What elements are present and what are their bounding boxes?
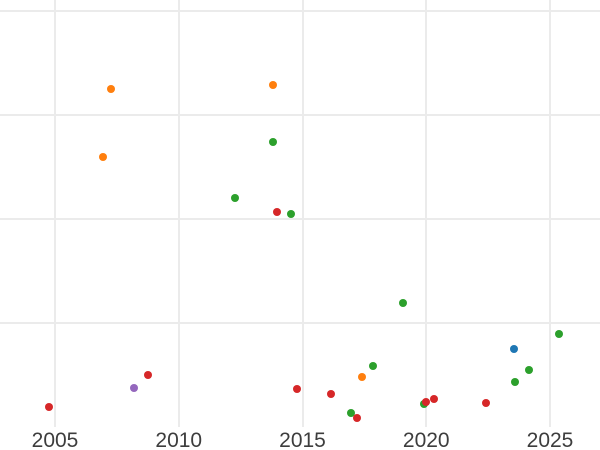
data-point-orange [268,81,277,90]
data-point-orange [357,372,366,381]
x-tick-label: 2025 [526,428,574,450]
x-gridline [301,0,304,427]
x-gridline [177,0,180,427]
data-point-green [286,210,295,219]
y-gridline [0,113,600,116]
x-tick-label: 2020 [402,428,450,450]
data-point-green [230,193,239,202]
y-gridline [0,217,600,220]
data-point-green [368,362,377,371]
data-point-orange [99,153,108,162]
data-point-green [511,377,520,386]
data-point-red [273,208,281,217]
data-point-red [45,402,54,411]
data-point-green [269,137,278,146]
x-gridline [425,0,428,427]
data-point-red [144,370,153,379]
data-point-red [429,395,438,404]
x-gridline [54,0,56,427]
data-point-green [554,329,563,338]
data-point-green [398,298,407,307]
y-gridline [0,321,600,324]
y-gridline [0,9,600,12]
x-gridline [549,0,551,427]
x-tick-label: 2010 [155,428,203,450]
data-point-red [481,398,490,407]
data-point-green [347,408,355,417]
data-point-green [525,366,534,375]
data-point-red [422,397,431,406]
data-point-blue [510,344,519,353]
data-point-red [352,414,361,423]
data-point-red [326,390,335,399]
data-point-red [293,385,302,394]
data-point-purple [130,384,139,393]
x-tick-label: 2005 [31,428,79,450]
x-tick-label: 2015 [279,428,326,450]
data-point-orange [106,84,115,93]
